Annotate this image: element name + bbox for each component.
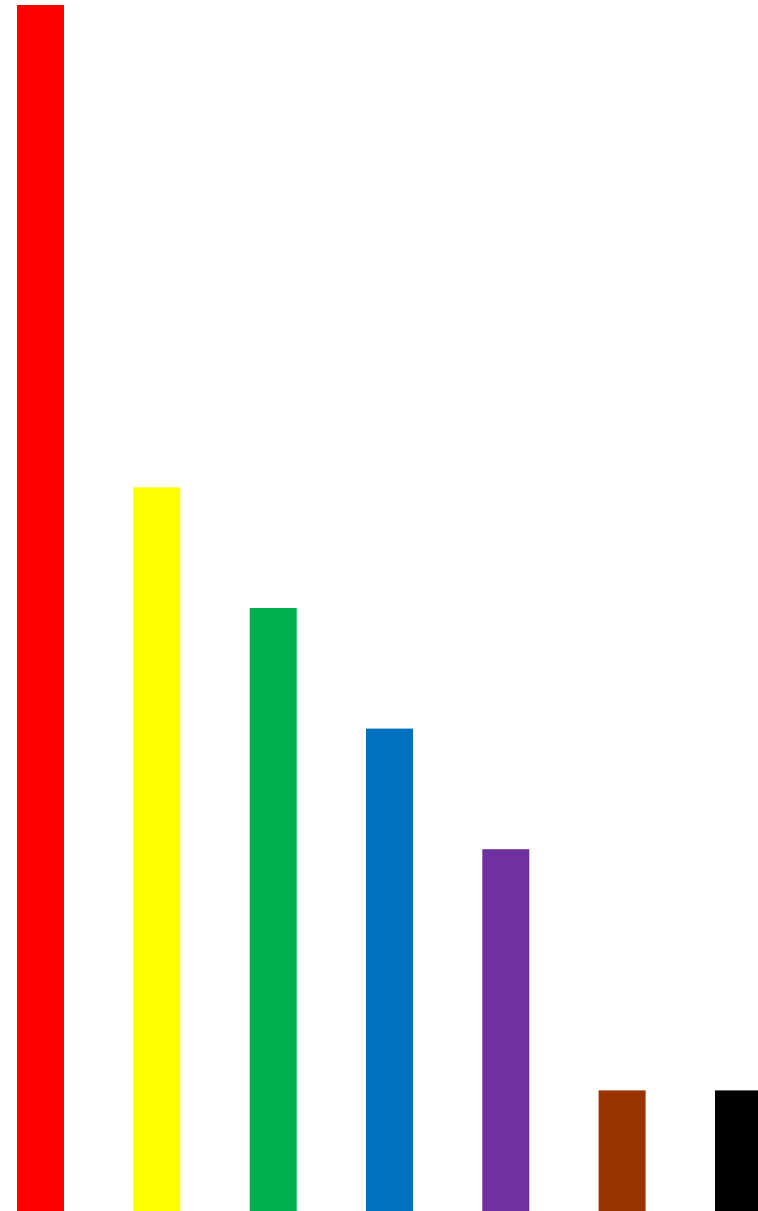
bar-5 bbox=[482, 849, 530, 1211]
bar-1 bbox=[17, 5, 64, 1211]
bar-7 bbox=[715, 1090, 758, 1211]
bar-6 bbox=[598, 1090, 646, 1211]
bar-4 bbox=[366, 728, 413, 1211]
bar-2 bbox=[133, 487, 181, 1211]
bar-3 bbox=[249, 608, 297, 1211]
bars-group bbox=[17, 5, 758, 1211]
